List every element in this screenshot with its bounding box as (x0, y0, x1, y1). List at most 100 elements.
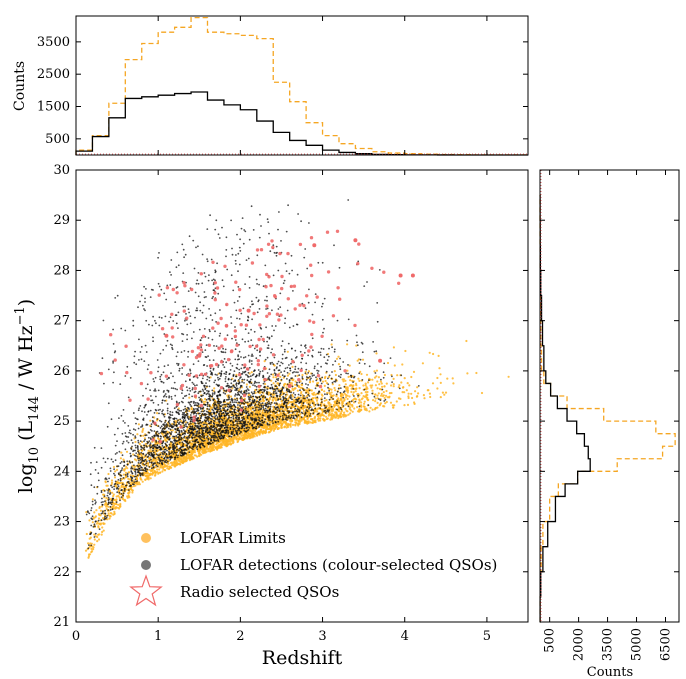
scatter-point-detection (307, 384, 309, 386)
scatter-point-detection (306, 396, 309, 399)
scatter-point-detection (345, 402, 348, 405)
scatter-point-detection (272, 363, 275, 365)
scatter-point-limit (141, 430, 144, 433)
scatter-point-detection (201, 282, 204, 285)
scatter-point-detection (199, 390, 202, 393)
scatter-point-detection (266, 356, 269, 359)
scatter-point-limit (96, 520, 99, 524)
scatter-point-limit (363, 407, 366, 411)
scatter-point-limit (371, 408, 374, 411)
scatter-point-limit (173, 461, 176, 464)
scatter-point-detection (218, 335, 221, 337)
scatter-point-limit (291, 395, 294, 398)
scatter-point-detection (107, 501, 110, 504)
scatter-point-limit (94, 515, 97, 518)
scatter-point-detection (207, 390, 210, 393)
scatter-point-detection (290, 377, 292, 380)
scatter-point-detection (145, 351, 148, 353)
scatter-point-detection (201, 432, 204, 434)
scatter-point-limit (337, 363, 340, 366)
top-histogram-frame (75, 15, 529, 156)
scatter-point-detection (95, 461, 98, 463)
scatter-point-limit (283, 425, 286, 428)
scatter-point-detection (183, 436, 185, 439)
scatter-point-detection (244, 230, 247, 233)
scatter-point-detection (163, 365, 166, 368)
scatter-point-limit (363, 405, 366, 408)
scatter-point-detection (264, 396, 267, 398)
top-histogram-ytick-label: 3500 (37, 35, 70, 50)
scatter-point-limit (480, 391, 484, 395)
scatter-point-limit (370, 386, 373, 389)
scatter-point-limit (309, 421, 312, 424)
scatter-point-detection (214, 417, 216, 419)
scatter-point-limit (87, 542, 90, 545)
scatter-point-detection (292, 415, 295, 417)
scatter-point-limit (323, 419, 326, 422)
scatter-point-detection (139, 351, 142, 353)
scatter-point-detection (203, 296, 206, 299)
scatter-point-detection (260, 335, 263, 338)
scatter-point-detection (235, 401, 238, 404)
scatter-point-detection (308, 406, 311, 409)
scatter-point-limit (300, 392, 303, 395)
scatter-point-detection (202, 304, 205, 307)
scatter-point-limit (180, 461, 184, 464)
scatter-point-detection (234, 339, 237, 341)
scatter-point-limit (289, 423, 292, 427)
scatter-point-detection (177, 429, 179, 432)
scatter-point-detection (116, 483, 119, 486)
scatter-point-limit (353, 407, 356, 410)
scatter-point-detection (124, 329, 127, 332)
scatter-point-detection (339, 406, 342, 409)
scatter-point-detection (228, 396, 231, 399)
scatter-point-limit (132, 453, 135, 456)
scatter-point-detection (285, 270, 288, 272)
scatter-point-detection (166, 407, 169, 410)
scatter-point-limit (360, 372, 363, 376)
scatter-point-limit (291, 379, 294, 382)
scatter-point-limit (403, 377, 406, 380)
scatter-point-limit (229, 395, 233, 398)
scatter-point-limit (360, 392, 363, 395)
scatter-point-limit (157, 472, 160, 475)
scatter-point-limit (295, 422, 298, 425)
scatter-point-detection (181, 392, 183, 394)
scatter-point-limit (123, 499, 126, 502)
scatter-point-limit (139, 476, 142, 480)
scatter-point-limit (303, 421, 306, 424)
scatter-point-detection (287, 399, 290, 402)
scatter-point-detection (243, 429, 246, 432)
scatter-point-detection (247, 257, 250, 260)
scatter-point-detection (284, 367, 287, 370)
scatter-point-detection (270, 335, 273, 338)
scatter-point-detection (294, 375, 297, 377)
scatter-point-limit (319, 413, 323, 416)
scatter-point-detection (230, 416, 233, 419)
scatter-point-detection (268, 232, 270, 235)
scatter-point-detection (187, 308, 190, 310)
scatter-point-limit (348, 395, 351, 398)
scatter-point-detection (288, 326, 291, 329)
scatter-point-detection (197, 272, 200, 274)
scatter-point-detection (149, 296, 152, 298)
scatter-point-detection (113, 433, 116, 436)
scatter-point-detection (194, 384, 196, 387)
scatter-point-detection (307, 393, 310, 396)
scatter-point-detection (277, 360, 280, 363)
scatter-point-detection (225, 249, 228, 251)
scatter-point-limit (312, 380, 315, 383)
scatter-point-limit (399, 397, 402, 400)
scatter-point-detection (192, 331, 195, 333)
scatter-point-limit (376, 387, 379, 390)
scatter-point-detection (137, 441, 140, 444)
scatter-point-detection (287, 204, 289, 207)
scatter-point-limit (406, 382, 409, 385)
scatter-point-detection (207, 355, 210, 357)
scatter-point-limit (99, 514, 102, 517)
scatter-point-limit (150, 473, 153, 476)
scatter-point-detection (177, 311, 180, 314)
scatter-point-limit (305, 399, 308, 402)
scatter-point-detection (236, 233, 238, 236)
